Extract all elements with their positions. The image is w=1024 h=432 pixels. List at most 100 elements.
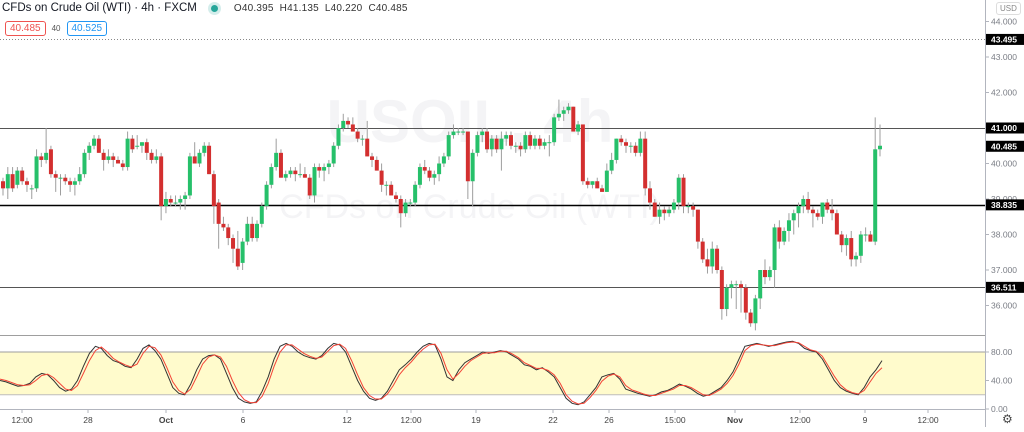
candle-body [139,142,144,146]
candle-body [216,202,221,224]
candle-body [676,177,681,203]
candle-body [537,138,542,146]
candle-body [341,120,346,128]
price-tick-label: 36.000 [991,301,1017,311]
candle-body [854,255,859,260]
candle-body [96,138,101,153]
candle-body [192,156,197,164]
candle-body [101,152,106,160]
candle-body [715,248,720,270]
candle-body [211,174,216,207]
candle-body [878,145,882,150]
time-tick-label: 15:00 [664,415,686,425]
candle-body [245,223,250,242]
candle-body [489,138,494,150]
candle-body [432,174,437,178]
candle-body [365,138,370,157]
candle-body [106,156,111,160]
candle-body [144,142,149,153]
candle-body [729,284,734,288]
time-tick-label: 12 [342,415,352,425]
time-tick-label: 9 [863,415,868,425]
candle-body [662,209,667,214]
ohlc-open: O40.395 [233,2,274,14]
candle-body [288,170,293,175]
candle-body [619,138,624,143]
candle-body [590,181,595,185]
price-level-label[interactable] [986,33,1024,45]
candle-body [576,124,581,132]
candle-body [111,156,116,160]
candle-body [259,206,264,224]
candle-body [719,270,724,310]
candle-body [739,284,744,288]
price-level-label[interactable] [986,140,1024,152]
stochastic-tick-label: 0.00 [991,404,1008,414]
ohlc-low: L40.220 [324,2,363,14]
price-tick-label: 42.000 [991,88,1017,98]
time-tick-label: 12:00 [917,415,939,425]
candle-body [125,138,130,168]
candle-body [384,184,389,186]
candle-body [820,202,825,217]
candle-body [413,184,418,203]
candle-body [322,167,327,171]
candle-body [566,106,571,111]
candle-body [705,259,710,267]
candle-body [154,156,159,160]
stochastic-d-line [0,341,883,405]
candle-body [844,238,849,246]
candle-body [44,152,49,160]
price-level-label-text: 43.495 [991,34,1017,44]
candle-body [475,135,480,153]
candle-body [298,174,303,176]
candle-body [163,199,168,207]
bid-ask-panel: 40.485 40 40.525 [5,21,108,36]
candle-body [302,174,307,178]
candle-body [834,213,839,235]
candle-body [24,181,29,185]
ohlc-high: H41.135 [279,2,319,14]
candle-body [686,206,691,208]
price-tick-label: 38.000 [991,230,1017,240]
candle-body [20,170,25,182]
candle-body [202,145,207,153]
symbol-title[interactable]: CFDs on Crude Oil (WTI) · 4h · FXCM [2,2,197,14]
time-tick-label: 26 [604,415,614,425]
sell-button[interactable]: 40.485 [5,21,46,36]
candle-body [307,177,312,196]
candle-body [183,195,188,199]
gear-icon[interactable]: ⚙ [1002,412,1013,426]
chart-legend: CFDs on Crude Oil (WTI) · 4h · FXCM O40.… [2,2,408,14]
candle-body [326,163,331,168]
candle-body [393,195,398,199]
time-tick-label: 22 [548,415,558,425]
price-tick-label: 44.000 [991,17,1017,27]
candle-body [293,170,298,175]
candle-body [374,159,379,171]
candle-body [796,206,801,214]
candle-body [116,159,121,164]
candle-body [417,167,422,185]
price-level-label[interactable] [986,281,1024,293]
price-level-label-text: 41.000 [991,123,1017,133]
candle-body [63,177,68,182]
candle-body [370,156,375,160]
candle-body [604,170,609,192]
price-level-label[interactable] [986,199,1024,211]
candle-body [863,234,868,236]
candle-body [643,138,648,189]
buy-button[interactable]: 40.525 [66,21,108,36]
candle-body [638,138,643,153]
candle-body [542,142,547,146]
currency-button[interactable]: USD [996,2,1021,15]
candle-body [600,188,605,192]
candle-body [806,199,811,210]
candle-body [274,152,279,168]
candle-body [149,152,154,160]
candle-body [671,202,676,210]
price-tick-label: 39.000 [991,194,1017,204]
price-level-label[interactable] [986,122,1024,134]
